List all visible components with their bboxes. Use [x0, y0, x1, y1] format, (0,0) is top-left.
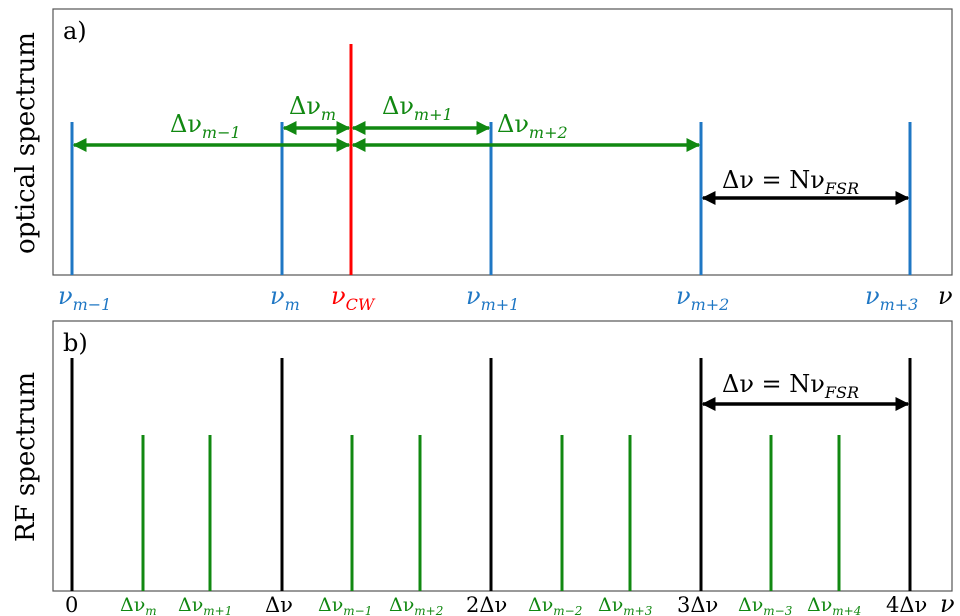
beat-label-8: Δνm+4 — [807, 594, 861, 616]
label-dnu-m+1: Δνm+1 — [382, 92, 453, 124]
mode-label-m+1: νm+1 — [466, 282, 519, 314]
label-dnu-m: Δνm — [289, 92, 336, 124]
panel-b: b) RF spectrum Δν = NνFSR 0 Δν 2Δν 3Δν 4… — [11, 320, 955, 616]
beat-label-6: Δνm+3 — [598, 594, 653, 616]
panel-b-label: b) — [63, 329, 88, 357]
label-dnu-m-1: Δνm−1 — [170, 110, 241, 142]
mode-label-m+2: νm+2 — [676, 282, 729, 314]
axis-end-label-b: ν — [940, 590, 955, 616]
panel-a-frame — [52, 8, 953, 276]
beat-label-2: Δνm+1 — [178, 594, 232, 616]
beat-label-7: Δνm−3 — [738, 594, 793, 616]
mode-label-m+3: νm+3 — [865, 282, 918, 314]
panel-b-ylabel: RF spectrum — [11, 372, 41, 542]
panel-b-frame — [52, 320, 953, 592]
beat-label-3: Δνm−1 — [318, 594, 372, 616]
beat-label-1: Δνm — [120, 594, 157, 616]
cw-label: νCW — [331, 282, 376, 314]
rf-label-4: 4Δν — [886, 593, 927, 616]
panel-a: a) optical spectrum Δνm−1 Δνm Δνm+1 Δνm+… — [11, 8, 953, 314]
panel-a-ylabel: optical spectrum — [11, 32, 41, 254]
mode-label-m-1: νm−1 — [58, 282, 111, 314]
mode-label-m: νm — [270, 282, 300, 314]
axis-end-label-a: ν — [938, 282, 953, 310]
panel-a-label: a) — [63, 17, 87, 45]
rf-label-0: 0 — [65, 593, 78, 616]
spacing-label-b: Δν = NνFSR — [722, 370, 859, 402]
beat-label-5: Δνm−2 — [528, 594, 582, 616]
beat-label-4: Δνm+2 — [389, 594, 443, 616]
rf-label-1: Δν — [265, 593, 293, 616]
spacing-label-a: Δν = NνFSR — [722, 166, 859, 198]
label-dnu-m+2: Δνm+2 — [497, 110, 568, 142]
rf-label-2: 2Δν — [466, 593, 507, 616]
rf-label-3: 3Δν — [677, 593, 718, 616]
